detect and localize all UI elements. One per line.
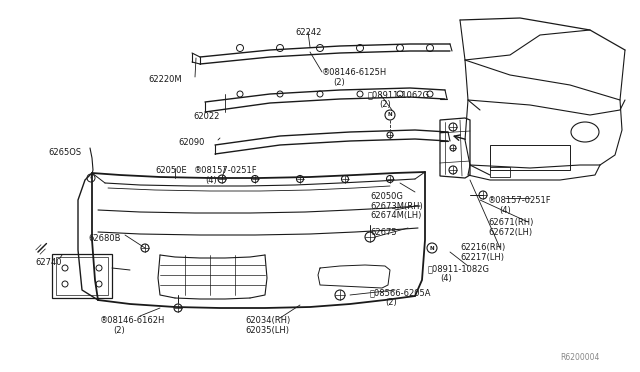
Text: 62090: 62090 xyxy=(178,138,204,147)
Bar xyxy=(490,145,570,170)
Text: ®08157-0251F: ®08157-0251F xyxy=(488,196,552,205)
Text: 62674M(LH): 62674M(LH) xyxy=(370,211,421,220)
Text: (4): (4) xyxy=(440,274,452,283)
Text: (4): (4) xyxy=(499,206,511,215)
Text: 6265OS: 6265OS xyxy=(48,148,81,157)
Text: 62035(LH): 62035(LH) xyxy=(245,326,289,335)
Text: ®08146-6125H: ®08146-6125H xyxy=(322,68,387,77)
Text: 62673M(RH): 62673M(RH) xyxy=(370,202,423,211)
Text: 62740: 62740 xyxy=(35,258,61,267)
Text: N: N xyxy=(429,246,435,250)
Text: (4): (4) xyxy=(205,176,217,185)
Text: 62671(RH): 62671(RH) xyxy=(488,218,533,227)
Text: 62220M: 62220M xyxy=(148,75,182,84)
Text: 62216(RH): 62216(RH) xyxy=(460,243,505,252)
Text: (2): (2) xyxy=(385,298,397,307)
Text: (2): (2) xyxy=(113,326,125,335)
Text: 62217(LH): 62217(LH) xyxy=(460,253,504,262)
Text: ®08157-0251F: ®08157-0251F xyxy=(194,166,258,175)
Text: ⓝ08911-1082G: ⓝ08911-1082G xyxy=(428,264,490,273)
Text: N: N xyxy=(388,112,392,118)
Text: 62034(RH): 62034(RH) xyxy=(245,316,291,325)
Bar xyxy=(52,254,112,298)
Text: 62242: 62242 xyxy=(295,28,321,37)
Text: Ⓢ08566-6205A: Ⓢ08566-6205A xyxy=(370,288,431,297)
Text: 62022: 62022 xyxy=(193,112,220,121)
Text: ®08146-6162H: ®08146-6162H xyxy=(100,316,165,325)
Text: 62672(LH): 62672(LH) xyxy=(488,228,532,237)
Text: 62050E: 62050E xyxy=(155,166,187,175)
Text: R6200004: R6200004 xyxy=(561,353,600,362)
Bar xyxy=(490,167,510,177)
Text: 62050G: 62050G xyxy=(370,192,403,201)
Text: (2): (2) xyxy=(379,100,391,109)
Bar xyxy=(56,257,108,295)
Text: ⓝ08911-1062G: ⓝ08911-1062G xyxy=(368,90,430,99)
Text: 62675: 62675 xyxy=(370,228,397,237)
Text: 62680B: 62680B xyxy=(88,234,120,243)
Text: (2): (2) xyxy=(333,78,345,87)
